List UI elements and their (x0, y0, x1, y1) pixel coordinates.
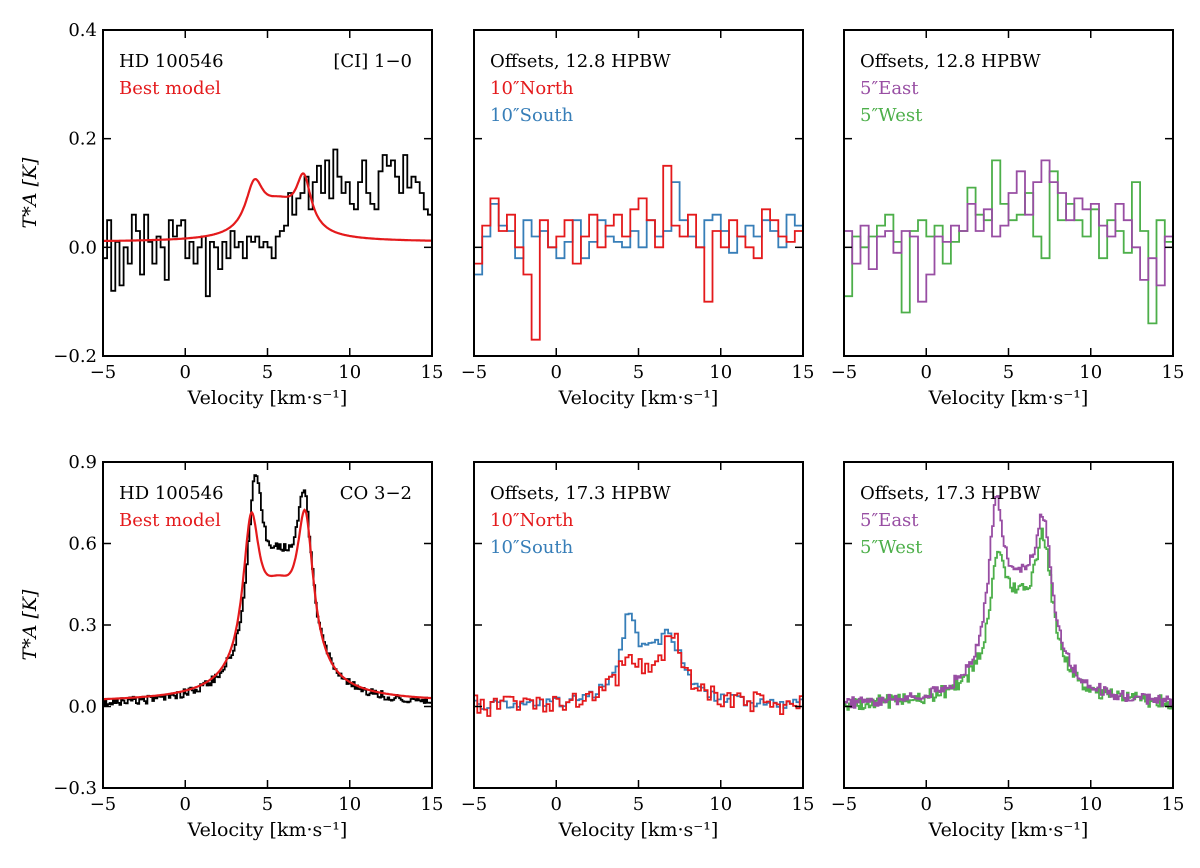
x-tick-label: −5 (90, 362, 117, 383)
series-line (844, 527, 1173, 711)
x-tick-label: 5 (262, 362, 273, 383)
series-line (474, 632, 803, 717)
x-tick-label: 5 (1003, 362, 1014, 383)
x-tick-label: 10 (709, 362, 732, 383)
y-tick-label: 0.0 (68, 237, 97, 258)
x-tick-label: 0 (921, 794, 932, 815)
x-tick-label: 10 (338, 794, 361, 815)
legend-entry: 5″East (860, 78, 919, 99)
series-line (103, 148, 432, 298)
x-axis-label: Velocity [km·s⁻¹] (558, 387, 719, 409)
legend-entry: 10″North (490, 78, 574, 99)
x-tick-label: 10 (1079, 362, 1102, 383)
legend-entry: HD 100546 (119, 483, 224, 504)
legend-entry: Offsets, 12.8 HPBW (490, 51, 671, 72)
x-tick-label: 15 (792, 362, 815, 383)
series-line (103, 474, 432, 707)
x-tick-label: 15 (421, 362, 444, 383)
y-axis-label: T*A [K] (19, 589, 41, 661)
x-tick-label: 5 (633, 794, 644, 815)
panel-1-0: −5 0 5 10 15 −0.3 0.0 0.3 0.6 0.9 Velocity [km·s⁻¹… (19, 452, 443, 841)
legend-entry: 5″East (860, 510, 919, 531)
legend-entry: Offsets, 17.3 HPBW (860, 483, 1041, 504)
series-line (474, 612, 803, 711)
x-tick-label: 15 (1162, 362, 1185, 383)
legend-entry: 10″South (490, 105, 574, 126)
x-tick-label: 0 (180, 794, 191, 815)
x-tick-label: −5 (831, 794, 858, 815)
legend-entry: 5″West (860, 105, 923, 126)
y-tick-label: 0.0 (68, 697, 97, 718)
x-tick-label: 0 (551, 362, 562, 383)
x-tick-label: 15 (792, 794, 815, 815)
x-axis-label: Velocity [km·s⁻¹] (928, 819, 1089, 841)
y-tick-label: −0.2 (53, 346, 97, 367)
legend-entry: 5″West (860, 537, 923, 558)
x-tick-label: 15 (1162, 794, 1185, 815)
x-tick-label: 5 (1003, 794, 1014, 815)
y-tick-label: −0.3 (53, 778, 97, 799)
series-line (103, 172, 432, 242)
y-tick-label: 0.9 (68, 452, 97, 473)
panel-0-1: −5 0 5 10 15 Velocity [km·s⁻¹] Offsets, 12.8 H… (461, 29, 815, 409)
panel-0-0: −5 0 5 10 15 −0.2 0.0 0.2 0.4 Velocity [km·s⁻¹] T*… (19, 20, 444, 409)
series-line (844, 495, 1173, 709)
line-annotation: CO 3−2 (340, 483, 412, 504)
x-tick-label: −5 (831, 362, 858, 383)
x-tick-label: −5 (461, 362, 488, 383)
line-annotation: [CI] 1−0 (333, 51, 412, 72)
panel-0-2: −5 0 5 10 15 Velocity [km·s⁻¹] Offsets, 12.8 H… (831, 29, 1185, 409)
x-tick-label: 5 (633, 362, 644, 383)
legend-entry: Offsets, 12.8 HPBW (860, 51, 1041, 72)
x-tick-label: 0 (551, 794, 562, 815)
legend-entry: 10″South (490, 537, 574, 558)
series-line (474, 181, 803, 276)
x-axis-label: Velocity [km·s⁻¹] (558, 819, 719, 841)
legend-entry: Best model (119, 510, 221, 531)
series-line (103, 508, 432, 701)
legend-entry: 10″North (490, 510, 574, 531)
panel-1-1: −5 0 5 10 15 Velocity [km·s⁻¹] Offsets, 17.3 H… (461, 461, 815, 841)
x-tick-label: −5 (461, 794, 488, 815)
x-tick-label: 10 (709, 794, 732, 815)
x-tick-label: 0 (921, 362, 932, 383)
panel-1-2: −5 0 5 10 15 Velocity [km·s⁻¹] Offsets, 17.3 H… (831, 461, 1185, 841)
legend-entry: HD 100546 (119, 51, 224, 72)
legend-entry: Offsets, 17.3 HPBW (490, 483, 671, 504)
x-axis-label: Velocity [km·s⁻¹] (187, 387, 348, 409)
x-axis-label: Velocity [km·s⁻¹] (928, 387, 1089, 409)
y-tick-label: 0.4 (68, 20, 97, 41)
x-tick-label: 5 (262, 794, 273, 815)
y-tick-label: 0.6 (68, 534, 97, 555)
series-line (844, 159, 1173, 325)
y-tick-label: 0.3 (68, 615, 97, 636)
x-tick-label: 15 (421, 794, 444, 815)
y-axis-label: T*A [K] (19, 157, 41, 229)
series-line (844, 159, 1173, 303)
x-tick-label: 10 (338, 362, 361, 383)
y-tick-label: 0.2 (68, 129, 97, 150)
series-line (474, 164, 803, 341)
x-tick-label: −5 (90, 794, 117, 815)
x-tick-label: 0 (180, 362, 191, 383)
x-tick-label: 10 (1079, 794, 1102, 815)
legend-entry: Best model (119, 78, 221, 99)
x-axis-label: Velocity [km·s⁻¹] (187, 819, 348, 841)
